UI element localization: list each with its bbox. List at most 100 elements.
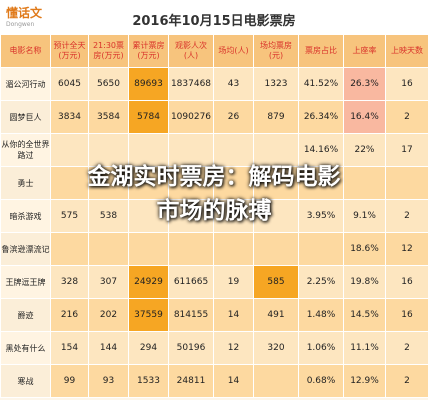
cell: 9.1% bbox=[343, 199, 386, 233]
cell bbox=[128, 232, 169, 266]
cell: 37559 bbox=[128, 298, 169, 332]
table-row: 勇士 bbox=[0, 166, 428, 200]
cell bbox=[168, 232, 214, 266]
cell: 93 bbox=[88, 364, 129, 398]
movie-name: 王牌逗王牌 bbox=[0, 265, 51, 299]
movie-name: 寒战 bbox=[0, 364, 51, 398]
cell bbox=[168, 166, 214, 200]
cell: 294 bbox=[128, 331, 169, 365]
column-header: 场均(人) bbox=[213, 34, 254, 68]
cell: 5650 bbox=[88, 67, 129, 101]
cell: 3.95% bbox=[298, 199, 344, 233]
movie-name: 从你的全世界路过 bbox=[0, 133, 51, 167]
cell: 3584 bbox=[88, 100, 129, 134]
logo-name: 懂话文 bbox=[6, 6, 43, 20]
cell bbox=[128, 166, 169, 200]
cell: 6045 bbox=[50, 67, 89, 101]
table-row: 从你的全世界路过 14.16% 22% 17 bbox=[0, 133, 428, 167]
cell: 11.1% bbox=[343, 331, 386, 365]
cell: 16.4% bbox=[343, 100, 386, 134]
cell bbox=[128, 199, 169, 233]
cell bbox=[298, 232, 344, 266]
cell: 12.9% bbox=[343, 364, 386, 398]
cell: 611665 bbox=[168, 265, 214, 299]
cell: 18.6% bbox=[343, 232, 386, 266]
cell bbox=[343, 166, 386, 200]
cell: 2.25% bbox=[298, 265, 344, 299]
cell bbox=[168, 133, 214, 167]
cell: 14.5% bbox=[343, 298, 386, 332]
cell: 491 bbox=[253, 298, 299, 332]
cell: 16 bbox=[385, 67, 428, 101]
cell: 16 bbox=[385, 298, 428, 332]
cell: 216 bbox=[50, 298, 89, 332]
cell: 99 bbox=[50, 364, 89, 398]
cell bbox=[385, 166, 428, 200]
table-row: 寒战 99 93 1533 24811 14 0.68% 12.9% 2 bbox=[0, 364, 428, 398]
cell bbox=[88, 133, 129, 167]
box-office-table: 电影名称 预计全天(万元) 21:30票房(万元) 累计票房(万元) 观影人次(人) 场均… bbox=[0, 34, 428, 398]
table-row: 王牌逗王牌 328 307 24929 611665 19 585 2.25% 19.8% 16 bbox=[0, 265, 428, 299]
cell bbox=[88, 232, 129, 266]
column-header: 21:30票房(万元) bbox=[88, 34, 129, 68]
cell: 2 bbox=[385, 199, 428, 233]
cell: 575 bbox=[50, 199, 89, 233]
cell: 12 bbox=[213, 331, 254, 365]
cell: 43 bbox=[213, 67, 254, 101]
movie-name: 鲁滨逊漂流记 bbox=[0, 232, 51, 266]
cell: 2 bbox=[385, 364, 428, 398]
cell: 50196 bbox=[168, 331, 214, 365]
cell: 538 bbox=[88, 199, 129, 233]
table-row: 暗杀游戏 575 538 3.95% 9.1% 2 bbox=[0, 199, 428, 233]
cell: 26.3% bbox=[343, 67, 386, 101]
cell: 144 bbox=[88, 331, 129, 365]
cell: 14 bbox=[213, 364, 254, 398]
cell: 307 bbox=[88, 265, 129, 299]
column-header: 观影人次(人) bbox=[168, 34, 214, 68]
logo: 懂话文 Dongwen bbox=[6, 4, 42, 28]
overlay-line: 金湖实时票房：解码电影 bbox=[87, 164, 341, 190]
cell bbox=[50, 232, 89, 266]
cell: 12 bbox=[385, 232, 428, 266]
cell: 14 bbox=[213, 298, 254, 332]
cell bbox=[50, 133, 89, 167]
table-row: 湄公河行动 6045 5650 89693 1837468 43 1323 41.52% 26.… bbox=[0, 67, 428, 101]
cell bbox=[298, 166, 344, 200]
cell: 320 bbox=[253, 331, 299, 365]
title: 2016年10月15日电影票房 bbox=[132, 14, 296, 29]
cell: 1090276 bbox=[168, 100, 214, 134]
cell: 0.68% bbox=[298, 364, 344, 398]
cell bbox=[213, 199, 254, 233]
cell: 879 bbox=[253, 100, 299, 134]
movie-name: 圆梦巨人 bbox=[0, 100, 51, 134]
cell: 22% bbox=[343, 133, 386, 167]
cell: 19.8% bbox=[343, 265, 386, 299]
cell bbox=[213, 133, 254, 167]
column-header: 电影名称 bbox=[0, 34, 51, 68]
column-header: 累计票房(万元) bbox=[128, 34, 169, 68]
cell bbox=[253, 133, 299, 167]
cell bbox=[253, 232, 299, 266]
table-row: 圆梦巨人 3834 3584 5784 1090276 26 879 26.34% 16.4% 2 bbox=[0, 100, 428, 134]
cell: 1837468 bbox=[168, 67, 214, 101]
cell: 585 bbox=[253, 265, 299, 299]
cell: 41.52% bbox=[298, 67, 344, 101]
logo-sub: Dongwen bbox=[6, 21, 35, 28]
table-row: 黑处有什么 154 144 294 50196 12 320 1.06% 11.1% 2 bbox=[0, 331, 428, 365]
table-row: 爵迹 216 202 37559 814155 14 491 1.48% 14.5% 16 bbox=[0, 298, 428, 332]
movie-name: 湄公河行动 bbox=[0, 67, 51, 101]
cell bbox=[213, 232, 254, 266]
header-row: 电影名称 预计全天(万元) 21:30票房(万元) 累计票房(万元) 观影人次(人) 场均… bbox=[0, 34, 428, 68]
cell: 1323 bbox=[253, 67, 299, 101]
cell: 814155 bbox=[168, 298, 214, 332]
cell: 89693 bbox=[128, 67, 169, 101]
column-header: 上映天数 bbox=[385, 34, 428, 68]
overlay-title: 金湖实时票房：解码电影 市场的脉搏 bbox=[0, 160, 428, 228]
cell: 154 bbox=[50, 331, 89, 365]
cell: 202 bbox=[88, 298, 129, 332]
cell: 2 bbox=[385, 331, 428, 365]
cell: 3834 bbox=[50, 100, 89, 134]
cell bbox=[253, 166, 299, 200]
cell: 24811 bbox=[168, 364, 214, 398]
